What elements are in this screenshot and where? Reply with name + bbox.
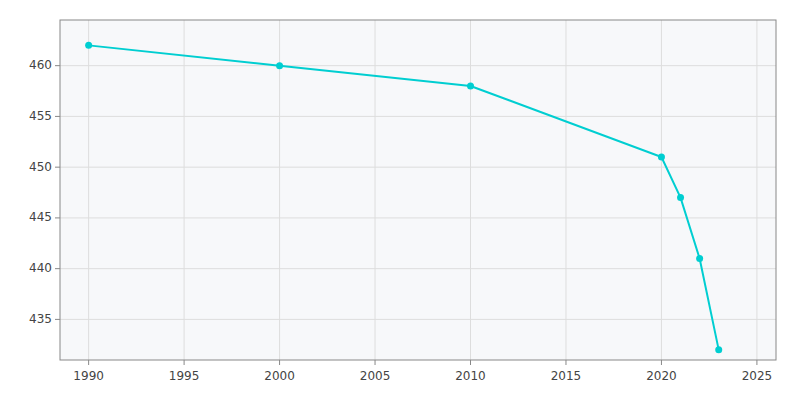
axes: 435 440 445 450 455 460 1990 1995 2000 2005 2010 20… xyxy=(29,20,776,383)
y-tick-label: 460 xyxy=(29,58,52,72)
y-tick-mark xyxy=(55,268,60,269)
x-grid-line xyxy=(470,20,471,360)
point xyxy=(696,255,703,262)
x-tick-mark xyxy=(184,360,185,365)
x-tick-label: 2010 xyxy=(455,369,486,383)
point xyxy=(467,82,474,89)
y-tick-mark xyxy=(55,217,60,218)
y-grid-line xyxy=(60,268,776,269)
x-grid-line xyxy=(279,20,280,360)
y-grid-line xyxy=(60,319,776,320)
point xyxy=(677,194,684,201)
x-tick-mark xyxy=(470,360,471,365)
x-grid-line xyxy=(88,20,89,360)
chart-svg: 435 440 445 450 455 460 1990 1995 2000 2005 2010 20… xyxy=(0,0,800,400)
y-tick-label: 455 xyxy=(29,109,52,123)
x-grid-line xyxy=(756,20,757,360)
x-tick-mark xyxy=(661,360,662,365)
x-tick-label: 2025 xyxy=(742,369,773,383)
x-tick-mark xyxy=(375,360,376,365)
data-layer xyxy=(85,42,722,353)
x-grid-line xyxy=(184,20,185,360)
y-tick-label: 445 xyxy=(29,210,52,224)
x-tick-mark xyxy=(88,360,89,365)
x-grid-line xyxy=(661,20,662,360)
x-tick-label: 2020 xyxy=(646,369,677,383)
y-tick-label: 450 xyxy=(29,160,52,174)
point xyxy=(715,346,722,353)
x-tick-mark xyxy=(565,360,566,365)
point xyxy=(85,42,92,49)
x-tick-label: 2000 xyxy=(264,369,295,383)
x-tick-label: 1995 xyxy=(169,369,200,383)
plot-frame xyxy=(60,20,776,360)
y-grid-line xyxy=(60,167,776,168)
x-grid-line xyxy=(565,20,566,360)
y-tick-label: 440 xyxy=(29,261,52,275)
point xyxy=(658,154,665,161)
y-tick-mark xyxy=(55,319,60,320)
x-tick-mark xyxy=(756,360,757,365)
x-tick-label: 1990 xyxy=(73,369,104,383)
chart-container: 435 440 445 450 455 460 1990 1995 2000 2005 2010 20… xyxy=(0,0,800,400)
y-tick-label: 435 xyxy=(29,312,52,326)
line xyxy=(89,45,719,349)
y-grid-line xyxy=(60,65,776,66)
x-grid-line xyxy=(375,20,376,360)
x-tick-mark xyxy=(279,360,280,365)
y-tick-mark xyxy=(55,65,60,66)
y-grid-line xyxy=(60,217,776,218)
y-tick-mark xyxy=(55,167,60,168)
x-tick-label: 2005 xyxy=(360,369,391,383)
plot-background xyxy=(60,20,776,360)
grid xyxy=(60,20,776,360)
y-grid-line xyxy=(60,116,776,117)
x-tick-label: 2015 xyxy=(551,369,582,383)
point xyxy=(276,62,283,69)
y-tick-mark xyxy=(55,116,60,117)
